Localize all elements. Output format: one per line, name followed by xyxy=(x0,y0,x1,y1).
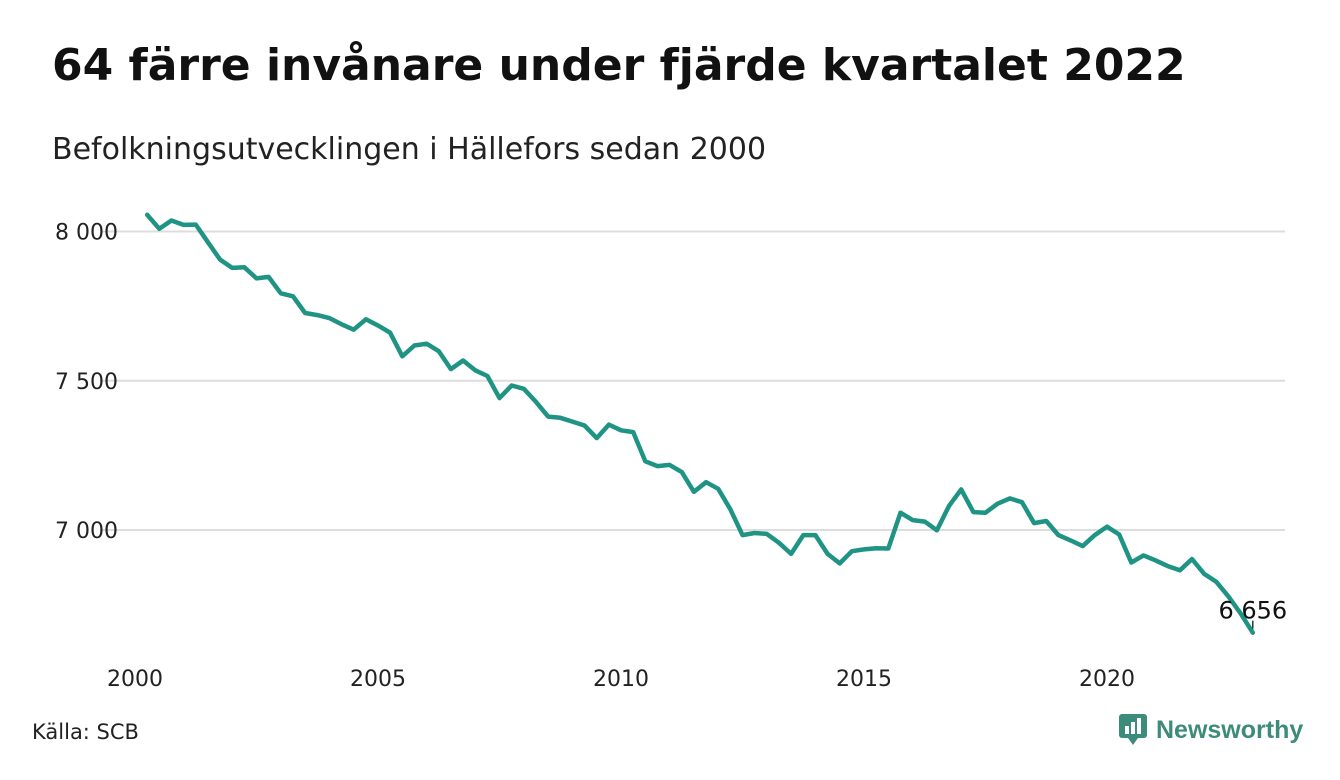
x-tick-label: 2010 xyxy=(593,667,649,692)
x-tick-label: 2000 xyxy=(107,667,163,692)
newsworthy-logo-icon xyxy=(1119,714,1147,745)
x-tick-label: 2020 xyxy=(1079,667,1135,692)
y-tick-label: 7 000 xyxy=(55,519,118,544)
y-tick-label: 8 000 xyxy=(55,221,118,246)
x-tick-label: 2015 xyxy=(836,667,892,692)
x-axis: 2000 2005 2010 2015 2020 xyxy=(107,667,1135,692)
gridlines xyxy=(100,230,1285,531)
series-line xyxy=(144,212,1256,635)
x-tick-label: 2005 xyxy=(350,667,406,692)
annotations: 6 656 xyxy=(1218,597,1287,629)
end-value-label: 6 656 xyxy=(1218,597,1287,625)
y-axis: 7 000 7 500 8 000 xyxy=(55,221,118,545)
series-layer xyxy=(144,212,1256,635)
y-tick-label: 7 500 xyxy=(55,370,118,395)
brand-name: Newsworthy xyxy=(1156,715,1304,744)
chart-title: 64 färre invånare under fjärde kvartalet… xyxy=(52,40,1186,91)
brand-logo[interactable]: Newsworthy xyxy=(1118,713,1303,747)
source-note: Källa: SCB xyxy=(32,720,139,744)
chart-subtitle: Befolkningsutvecklingen i Hällefors seda… xyxy=(52,132,767,167)
